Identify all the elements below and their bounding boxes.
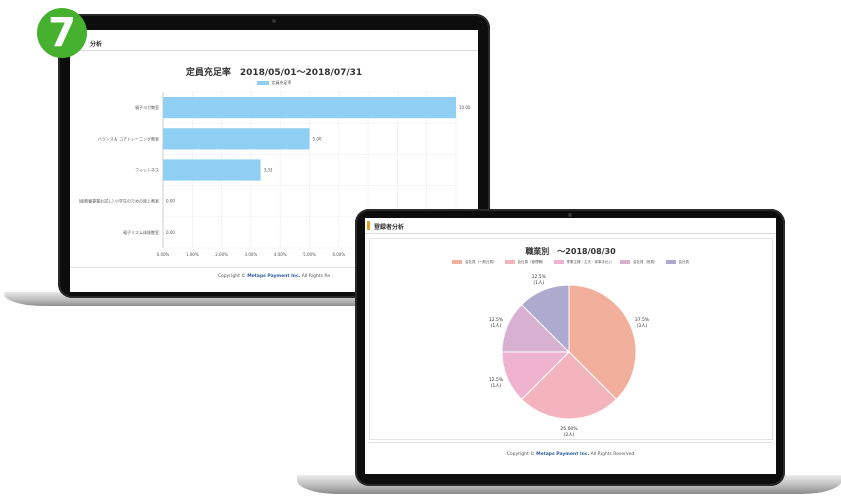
category-label: バランス＆ コアトレーニング教室 (98, 135, 159, 141)
x-tick-label: 3.00% (245, 252, 258, 257)
chart-title: 職業別 〜2018/08/30 (525, 247, 616, 256)
bar-value-label: 0.00 (166, 230, 175, 235)
slice-count-label: (1人) (533, 280, 544, 286)
pie-slice (568, 284, 637, 401)
slice-count-label: (2人) (564, 432, 575, 438)
legend-swatch (665, 260, 676, 264)
section-title: 分析 (90, 41, 103, 48)
slice-count-label: (1人) (491, 323, 502, 329)
footer-prefix: Copyright © (506, 452, 535, 457)
footer-divider (369, 442, 772, 443)
legend-item[interactable]: 会社員（役員） (620, 260, 658, 265)
legend-item[interactable]: 会社員（管理職） (504, 260, 546, 265)
slice-percent-label: 37.5% (635, 317, 650, 323)
slice-percent-label: 12.5% (489, 377, 504, 383)
legend-label: 会社員（一般社員） (465, 260, 497, 264)
pie-slice (520, 351, 618, 420)
legend-item[interactable]: 会社員（一般社員） (452, 260, 497, 265)
x-tick-label: 0.00% (157, 252, 170, 257)
legend-swatch (452, 260, 462, 264)
bar-chart: 親子ヨガ教室 10.00 バランス＆ コアトレーニング教室 5.00 フィットネス 3.3… (79, 91, 471, 257)
laptop-front-camera (568, 213, 572, 217)
bar-value-label: 10.00 (459, 105, 471, 110)
x-tick-label: 2.00% (215, 252, 228, 257)
chart-legend: 会社員（一般社員） 会社員（管理職） 専業主婦・主夫・家事手伝い 会社員（役員） 会社員 (365, 260, 776, 265)
slice-percent-label: 12.5% (489, 317, 504, 323)
footer-prefix: Copyright © (217, 274, 246, 279)
screen-header (70, 30, 478, 51)
bar (163, 96, 456, 119)
category-label: フィットネス (135, 167, 159, 173)
slice-count-label: (1人) (491, 383, 502, 389)
category-label: 親子ヨガ教室 (135, 104, 159, 110)
x-tick-label: 6.00% (332, 252, 345, 257)
footer-suffix: All Rights Re (301, 274, 331, 279)
section-title: 登録者分析 (374, 224, 405, 231)
footer-copyright: Copyright © Metaps Payment Inc. All Righ… (365, 452, 776, 457)
legend-swatch (256, 81, 269, 85)
legend-label: 会社員 (678, 260, 690, 264)
pie-chart: 37.5%(3人)25.00%(2人)12.5%(1人)12.5%(1人)12.… (489, 274, 650, 438)
chart-legend: 定員充足率 (70, 80, 478, 86)
laptop-back-camera (272, 19, 276, 23)
legend-label: 会社員（管理職） (517, 260, 546, 264)
bar (163, 128, 310, 150)
section-accent-mark (367, 221, 370, 230)
legend-item[interactable]: 専業主婦・主夫・家事手伝い (553, 260, 613, 265)
bar-value-label: 0.00 (166, 199, 175, 204)
category-label: 親子リズム体操教室 (123, 229, 159, 235)
footer-brand-link[interactable]: Metaps Payment Inc. (247, 274, 301, 279)
x-tick-label: 4.00% (274, 252, 287, 257)
x-tick-label: 5.00% (303, 252, 316, 257)
footer-brand-link[interactable]: Metaps Payment Inc. (536, 452, 590, 457)
screen-header (365, 218, 776, 234)
x-tick-label: 1.00% (186, 252, 199, 257)
laptop-front-screen: 登録者分析 職業別 〜2018/08/30 会社員（一般社員） 会社員（管理職） 専… (365, 218, 776, 474)
slice-percent-label: 25.00% (560, 426, 578, 432)
step-number-badge: 7 (37, 8, 87, 58)
legend-label: 定員充足率 (271, 80, 292, 85)
footer-divider (70, 267, 478, 268)
footer-copyright: Copyright © Metaps Payment Inc. All Righ… (70, 274, 478, 279)
slice-count-label: (3人) (637, 323, 648, 329)
pie-slice (520, 284, 570, 354)
footer-suffix: All Rights Reserved (590, 452, 635, 457)
chart-title: 定員充足率 2018/05/01〜2018/07/31 (185, 68, 363, 78)
chart-panel (369, 238, 773, 440)
bar-value-label: 3.33 (264, 168, 273, 173)
bar (163, 159, 261, 181)
bar-value-label: 5.00 (313, 136, 322, 141)
category-label: (総務審事業お試し) 小学生のための陸上教室 (79, 198, 159, 204)
legend-label: 会社員（役員） (633, 260, 658, 264)
legend-swatch (620, 260, 630, 264)
legend-label: 専業主婦・主夫・家事手伝い (566, 260, 613, 264)
legend-swatch (553, 260, 564, 264)
legend-item[interactable]: 会社員 (665, 260, 690, 265)
legend-swatch (504, 260, 515, 264)
slice-percent-label: 12.5% (532, 274, 547, 280)
